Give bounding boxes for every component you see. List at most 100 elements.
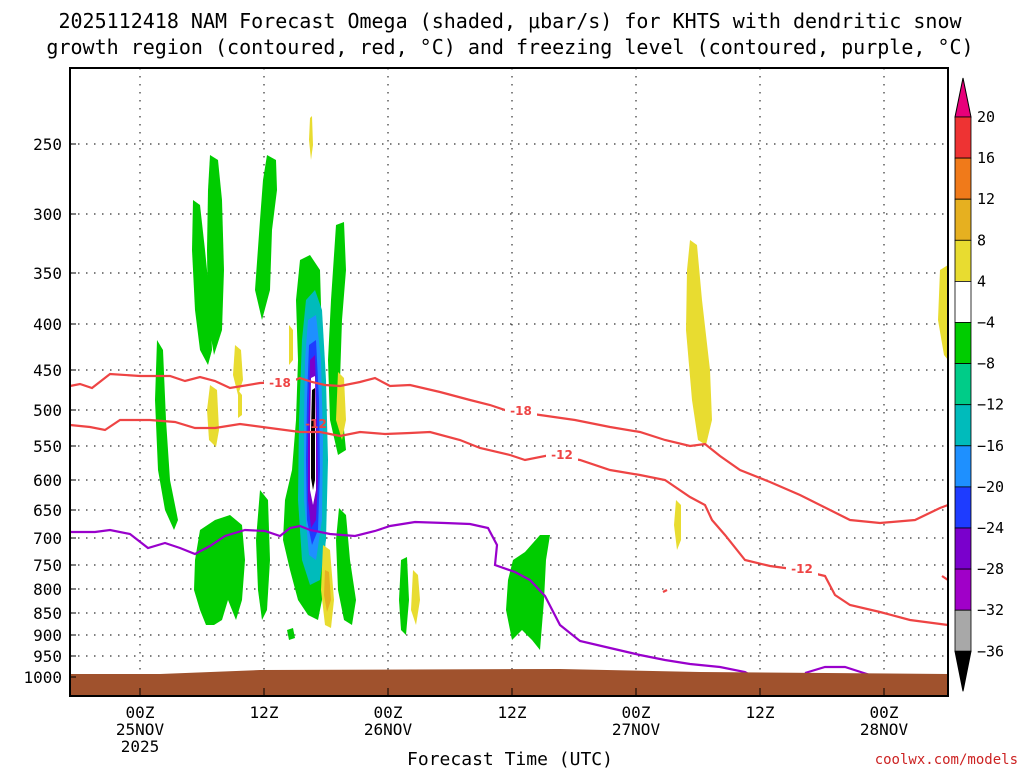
omega-shade (311, 388, 315, 490)
colorbar-swatch (954, 486, 972, 529)
colorbar-swatch (954, 609, 972, 652)
omega-shade (155, 340, 178, 530)
red-contour-fragment (662, 589, 668, 593)
colorbar-swatch (954, 198, 972, 241)
omega-shade (207, 385, 219, 447)
contour-label-bg (786, 562, 818, 576)
contour-label-minus12-core: -12 (305, 417, 327, 431)
colorbar-swatch (954, 157, 972, 200)
y-tick-label: 300 (33, 205, 62, 224)
x-tick-label: 2025 (121, 737, 160, 756)
chart-title-line2: growth region (contoured, red, °C) and f… (46, 35, 973, 59)
omega-shade (686, 240, 712, 445)
colorbar-bottom-arrow (954, 650, 972, 692)
contour-label-minus12-a: -12 (551, 448, 573, 462)
colorbar-swatch (954, 280, 972, 323)
contour-label-bg (264, 376, 296, 390)
colorbar-label: −24 (977, 519, 1004, 537)
colorbar-label: 4 (977, 272, 986, 290)
contour-label-bg (505, 404, 537, 418)
colorbar: 20 16 12 8 4 −4 −8 −12 −16 −20 −24 −28 −32 −36 (954, 77, 1004, 692)
x-tick-label: 28NOV (860, 720, 909, 739)
colorbar-swatch (954, 445, 972, 488)
colorbar-label: −36 (977, 642, 1004, 660)
omega-shade (255, 155, 277, 320)
colorbar-label: −20 (977, 478, 1004, 496)
credit-text: coolwx.com/models (875, 752, 1018, 768)
omega-shade (938, 265, 948, 360)
contour-label-bg (546, 448, 578, 462)
colorbar-top-arrow (954, 77, 972, 118)
colorbar-label: 8 (977, 231, 986, 249)
omega-shade (207, 155, 224, 355)
colorbar-swatch (954, 404, 972, 447)
y-tick-label: 450 (33, 361, 62, 380)
omega-shade (336, 372, 346, 440)
chart-title-line1: 2025112418 NAM Forecast Omega (shaded, μ… (58, 9, 962, 33)
y-tick-label: 850 (33, 604, 62, 623)
y-tick-label: 900 (33, 626, 62, 645)
colorbar-label: 20 (977, 108, 995, 126)
y-axis: 250 300 350 400 450 500 550 600 650 700 750 800 850 9… (23, 135, 76, 687)
y-tick-label: 250 (33, 135, 62, 154)
colorbar-swatch (954, 363, 972, 406)
plot-area: -18 -18 -12 -12 -12 (69, 67, 949, 697)
x-tick-label: 27NOV (612, 720, 661, 739)
y-tick-label: 750 (33, 556, 62, 575)
colorbar-label: −32 (977, 601, 1004, 619)
x-tick-label: 25NOV (116, 720, 165, 739)
purple-freezing-level (70, 520, 753, 677)
y-tick-label: 500 (33, 401, 62, 420)
x-tick-label: 00Z (374, 703, 403, 722)
y-tick-label: 1000 (23, 668, 62, 687)
ground-fill (70, 669, 948, 696)
x-tick-label: 26NOV (364, 720, 413, 739)
colorbar-swatch (954, 239, 972, 282)
omega-shade (399, 557, 409, 635)
colorbar-swatch (954, 527, 972, 570)
omega-shade (328, 222, 346, 455)
x-axis-label: Forecast Time (UTC) (407, 749, 613, 768)
colorbar-label: −4 (977, 314, 995, 332)
omega-shade (238, 390, 242, 418)
omega-shade (324, 570, 331, 612)
omega-shade (233, 345, 243, 395)
contour-label-minus18-b: -18 (510, 404, 532, 418)
omega-shade (309, 116, 313, 160)
gridlines (70, 68, 948, 696)
purple-freezing-level-fragment (804, 665, 871, 677)
omega-shade (192, 200, 212, 365)
omega-shade (287, 628, 295, 640)
colorbar-swatch (954, 568, 972, 611)
colorbar-swatch (954, 116, 972, 159)
y-tick-label: 400 (33, 315, 62, 334)
colorbar-label: 12 (977, 190, 995, 208)
colorbar-swatch (954, 322, 972, 364)
contour-label-minus18-a: -18 (269, 376, 291, 390)
x-tick-label: 12Z (250, 703, 279, 722)
colorbar-label: −12 (977, 396, 1004, 414)
omega-shade (411, 570, 420, 625)
omega-shade (256, 490, 270, 620)
omega-shade (336, 508, 356, 625)
y-tick-label: 650 (33, 501, 62, 520)
contour-label-group: -18 -18 -12 -12 -12 (264, 376, 818, 576)
y-tick-label: 700 (33, 529, 62, 548)
y-tick-label: 800 (33, 580, 62, 599)
y-tick-label: 600 (33, 471, 62, 490)
colorbar-label: 16 (977, 149, 995, 167)
y-tick-label: 350 (33, 264, 62, 283)
x-tick-label: 00Z (870, 703, 899, 722)
omega-shading (155, 116, 948, 650)
omega-shade (674, 500, 681, 550)
y-tick-label: 550 (33, 437, 62, 456)
x-tick-label: 12Z (746, 703, 775, 722)
red-contour-minus18 (69, 372, 949, 525)
colorbar-label: −28 (977, 560, 1004, 578)
x-tick-label: 00Z (126, 703, 155, 722)
colorbar-label: −16 (977, 437, 1004, 455)
omega-shade (194, 515, 245, 625)
omega-shade (506, 535, 550, 650)
